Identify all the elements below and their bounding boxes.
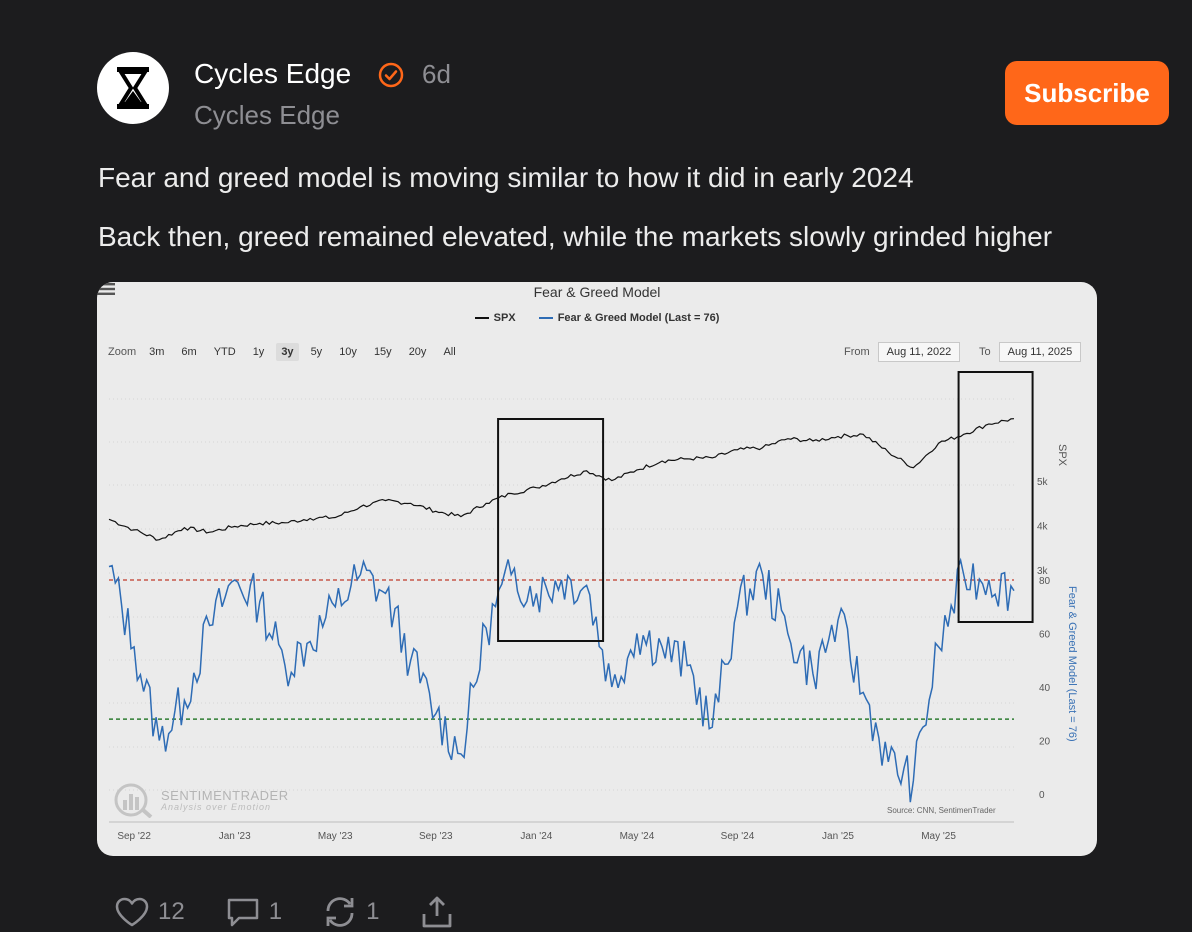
x-tick-label: Jan '24 — [520, 831, 552, 842]
author-handle[interactable]: Cycles Edge — [194, 100, 340, 130]
zoom-label: Zoom — [108, 346, 137, 358]
zoom-button-ytd[interactable]: YTD — [213, 346, 236, 358]
spx-series-line — [108, 418, 1015, 541]
zoom-button-1y[interactable]: 1y — [252, 346, 265, 358]
x-tick-label: Sep '23 — [419, 831, 453, 842]
share-button[interactable] — [419, 894, 455, 930]
spx-tick-label: 3k — [1037, 566, 1049, 577]
fg-tick-label: 40 — [1039, 683, 1051, 694]
x-tick-label: Sep '22 — [117, 831, 151, 842]
comment-count: 1 — [268, 898, 283, 925]
zoom-button-20y[interactable]: 20y — [408, 346, 427, 358]
chart-legend: SPX Fear & Greed Model (Last = 76) — [97, 312, 1097, 324]
range-from-label: From — [844, 346, 870, 358]
fg-tick-label: 20 — [1039, 737, 1051, 748]
chart-plot: 3k 4k 5k 0 20 40 60 80 SPX Fear & Greed Model (La… — [108, 371, 1078, 842]
post-time: 6d — [422, 59, 451, 89]
restack-count: 1 — [366, 898, 380, 925]
watermark: SENTIMENTRADER Analysis over Emotion — [111, 782, 311, 822]
x-tick-label: May '24 — [620, 831, 655, 842]
zoom-button-5y[interactable]: 5y — [310, 346, 323, 358]
legend-item-fear-greed[interactable]: Fear & Greed Model (Last = 76) — [538, 312, 720, 324]
subscribe-button[interactable]: Subscribe — [1005, 61, 1169, 125]
comment-button[interactable]: 1 — [225, 895, 282, 929]
zoom-bar: Zoom 3m 6m YTD 1y 3y 5y 10y 15y 20y All — [108, 343, 468, 361]
fg-tick-label: 0 — [1039, 790, 1045, 801]
x-tick-label: Sep '24 — [721, 831, 755, 842]
fg-axis-title: Fear & Greed Model (Last = 76) — [1066, 586, 1078, 742]
zoom-button-15y[interactable]: 15y — [373, 346, 392, 358]
range-from-input[interactable]: Aug 11, 2022 — [877, 342, 961, 362]
hourglass-icon — [117, 67, 149, 109]
post-actions: 12 1 1 — [114, 892, 495, 932]
zoom-button-6m[interactable]: 6m — [181, 346, 197, 358]
fg-tick-label: 80 — [1039, 576, 1051, 587]
author-name[interactable]: Cycles Edge — [194, 58, 352, 89]
chart-source: Source: CNN, SentimenTrader — [887, 806, 996, 815]
comment-icon — [227, 898, 258, 927]
x-tick-label: May '23 — [318, 831, 353, 842]
avatar[interactable] — [97, 52, 169, 124]
like-button[interactable]: 12 — [114, 896, 185, 928]
restack-button[interactable]: 1 — [322, 895, 379, 929]
menu-icon[interactable] — [97, 282, 115, 296]
chart-title: Fear & Greed Model — [533, 284, 661, 300]
like-count: 12 — [158, 898, 185, 925]
range-to-label: To — [979, 346, 991, 358]
restack-icon — [326, 897, 354, 927]
x-tick-label: May '25 — [921, 831, 956, 842]
post-text-line-1: Fear and greed model is moving similar t… — [98, 162, 914, 193]
watermark-name: SENTIMENTRADER — [161, 788, 289, 803]
share-icon — [423, 896, 452, 928]
watermark-logo-icon — [114, 783, 153, 818]
legend-label-spx: SPX — [493, 312, 516, 324]
range-to-input[interactable]: Aug 11, 2025 — [998, 342, 1082, 362]
x-tick-label: Jan '25 — [822, 831, 854, 842]
watermark-tagline: Analysis over Emotion — [161, 802, 272, 812]
heart-icon — [115, 897, 149, 927]
x-tick-label: Jan '23 — [219, 831, 251, 842]
zoom-button-all[interactable]: All — [443, 346, 456, 358]
range-from: From Aug 11, 2022 — [844, 342, 961, 362]
legend-label-fear-greed: Fear & Greed Model (Last = 76) — [557, 312, 720, 324]
spx-axis-title: SPX — [1056, 444, 1068, 467]
range-to: To Aug 11, 2025 — [979, 342, 1082, 362]
verified-badge-icon — [378, 62, 404, 88]
spx-tick-label: 4k — [1037, 522, 1049, 533]
fear-greed-series-line — [108, 557, 1015, 803]
chart-image[interactable]: 3k 4k 5k 0 20 40 60 80 SPX Fear & Greed Model (La… — [97, 282, 1097, 856]
spx-tick-label: 5k — [1037, 477, 1049, 488]
annotation-box-mid-2025 — [957, 371, 1034, 623]
post-text-line-2: Back then, greed remained elevated, whil… — [98, 221, 1053, 252]
annotation-box-early-2024 — [497, 418, 605, 642]
zoom-button-3y[interactable]: 3y — [276, 343, 299, 361]
zoom-button-3m[interactable]: 3m — [149, 346, 165, 358]
legend-item-spx[interactable]: SPX — [474, 312, 516, 324]
fg-tick-label: 60 — [1039, 630, 1051, 641]
zoom-button-10y[interactable]: 10y — [339, 346, 357, 358]
